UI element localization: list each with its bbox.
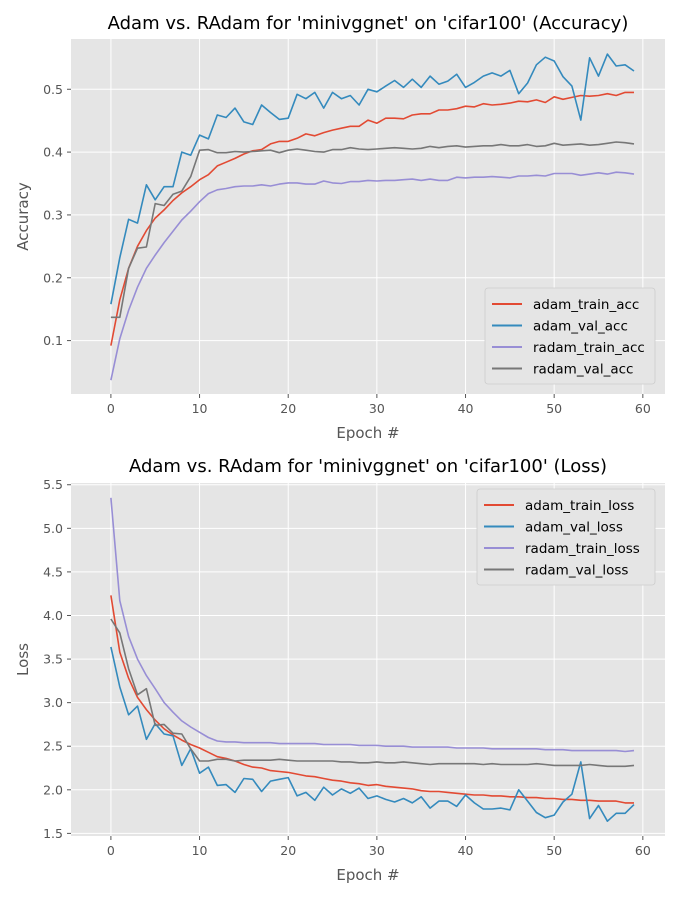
loss-y-tick-label: 3.5 — [43, 652, 63, 667]
loss-y-tick-label: 2.0 — [43, 782, 63, 797]
loss-x-tick-label: 60 — [635, 843, 651, 858]
loss-legend: adam_train_loss adam_val_loss radam_train_… — [476, 488, 656, 586]
loss-x-tick-label: 30 — [369, 843, 385, 858]
loss-legend-label: radam_val_loss — [525, 563, 628, 579]
accuracy-y-tick-label: 0.5 — [43, 82, 63, 97]
series-line-radam-train-acc — [110, 171, 635, 381]
series-line-adam-val-loss — [110, 646, 635, 823]
accuracy-grid — [71, 39, 665, 394]
accuracy-y-tick-label: 0.1 — [43, 333, 63, 348]
series-line-radam-train-loss — [110, 497, 635, 753]
accuracy-x-tick-label: 20 — [280, 401, 296, 416]
loss-x-tick-label: 10 — [192, 843, 208, 858]
accuracy-x-axis-label: Epoch # — [336, 424, 399, 442]
series-line-adam-train-loss — [110, 595, 634, 804]
loss-y-tick-label: 5.5 — [43, 477, 63, 492]
loss-y-tick-label: 2.5 — [43, 739, 63, 754]
loss-x-tick-label: 20 — [280, 843, 296, 858]
loss-legend-label: adam_train_loss — [525, 498, 634, 514]
accuracy-legend-label: radam_train_acc — [533, 340, 645, 356]
loss-legend-box — [476, 488, 656, 586]
loss-x-tick-label: 0 — [107, 843, 115, 858]
loss-y-tick-label: 3.0 — [43, 695, 63, 710]
accuracy-legend: adam_train_acc adam_val_acc radam_train_ac… — [484, 287, 656, 385]
accuracy-lines — [110, 53, 635, 381]
loss-y-tick-label: 4.5 — [43, 564, 63, 579]
accuracy-legend-label: radam_val_acc — [533, 362, 633, 378]
loss-x-tick-label: 50 — [546, 843, 562, 858]
accuracy-x-tick-label: 0 — [107, 401, 115, 416]
accuracy-y-tick-label: 0.4 — [43, 145, 63, 160]
accuracy-x-tick-label: 10 — [192, 401, 208, 416]
accuracy-legend-box — [484, 287, 656, 385]
loss-lines — [110, 497, 635, 823]
loss-y-tick-label: 4.0 — [43, 608, 63, 623]
series-line-adam-val-acc — [110, 53, 635, 305]
accuracy-y-axis-label: Accuracy — [14, 182, 32, 251]
loss-legend-label: radam_train_loss — [525, 541, 640, 557]
accuracy-x-tick-label: 40 — [458, 401, 474, 416]
series-line-radam-val-acc — [110, 141, 635, 319]
accuracy-x-tick-label: 30 — [369, 401, 385, 416]
accuracy-chart-title: Adam vs. RAdam for 'minivggnet' on 'cifa… — [108, 13, 629, 34]
accuracy-legend-label: adam_val_acc — [533, 319, 628, 335]
accuracy-ticks: 0 10 20 30 40 50 60 0.1 0.2 0.3 0.4 0.5 — [43, 82, 651, 416]
accuracy-x-tick-label: 60 — [635, 401, 651, 416]
accuracy-chart: 0 10 20 30 40 50 60 0.1 0.2 0.3 0.4 0.5 Adam vs. RA… — [14, 13, 665, 442]
accuracy-x-tick-label: 50 — [546, 401, 562, 416]
loss-legend-label: adam_val_loss — [525, 520, 623, 536]
loss-y-tick-label: 5.0 — [43, 521, 63, 536]
loss-x-axis-label: Epoch # — [336, 866, 399, 884]
series-line-radam-val-loss — [110, 618, 635, 768]
loss-chart-title: Adam vs. RAdam for 'minivggnet' on 'cifa… — [129, 456, 607, 477]
accuracy-y-tick-label: 0.2 — [43, 270, 63, 285]
series-line-adam-train-acc — [110, 91, 634, 346]
loss-ticks: 0 10 20 30 40 50 60 1.5 2.0 2.5 3.0 3.5 4.0 4.5 5.0 5.5 — [43, 477, 651, 858]
loss-chart: 0 10 20 30 40 50 60 1.5 2.0 2.5 3.0 3.5 4.0 4.5 5.0 5.5… — [14, 456, 665, 884]
loss-y-tick-label: 1.5 — [43, 826, 63, 841]
accuracy-legend-label: adam_train_acc — [533, 297, 639, 313]
accuracy-y-tick-label: 0.3 — [43, 207, 63, 222]
loss-y-axis-label: Loss — [14, 643, 32, 676]
loss-x-tick-label: 40 — [458, 843, 474, 858]
